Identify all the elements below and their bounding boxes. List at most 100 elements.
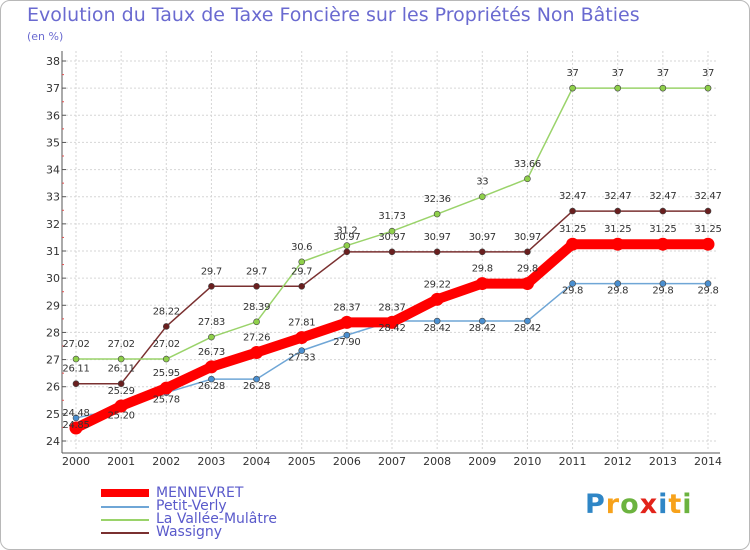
data-label: 29.8: [697, 286, 718, 297]
data-label: 26.28: [198, 381, 225, 392]
data-label: 28.42: [424, 323, 451, 334]
x-tick-label: 2007: [378, 455, 406, 468]
data-label: 26.11: [108, 364, 135, 375]
data-point: [475, 277, 489, 291]
data-point: [433, 210, 441, 218]
data-label: 30.97: [378, 232, 405, 243]
data-point: [659, 280, 667, 287]
data-point: [566, 237, 580, 251]
x-tick-label: 2003: [197, 455, 225, 468]
legend-label: MENNEVRET: [156, 485, 244, 501]
y-tick-label: 27: [46, 354, 60, 367]
legend-label: Wassigny: [156, 524, 223, 540]
data-point: [114, 399, 128, 413]
data-label: 28.37: [378, 302, 405, 313]
data-label: 27.90: [333, 337, 360, 348]
data-label: 27.02: [62, 339, 89, 350]
unit-label: (en %): [27, 30, 64, 43]
data-point: [569, 280, 576, 287]
data-label: 27.83: [198, 317, 225, 328]
data-point: [659, 207, 667, 215]
x-tick-label: 2004: [243, 455, 271, 468]
data-point: [388, 227, 396, 235]
data-label: 31.2: [336, 226, 357, 237]
data-label: 33.66: [514, 159, 541, 170]
data-label: 32.47: [649, 191, 676, 202]
data-label: 37: [612, 68, 624, 79]
data-label: 25.29: [108, 386, 135, 397]
data-point: [159, 381, 173, 395]
data-point: [343, 331, 351, 339]
axes: 24 25 26 27 28 29 30 31 32 33 34 35 36 37 38 2000 2001 20…: [46, 51, 722, 468]
data-label: 26.11: [62, 364, 89, 375]
logo-letter: r: [605, 489, 621, 520]
x-tick-label: 2014: [694, 455, 722, 468]
data-point: [72, 380, 80, 388]
legend-swatch: [101, 519, 149, 521]
data-label: 27.81: [288, 318, 315, 329]
logo-letter: x: [639, 489, 659, 520]
data-point: [704, 207, 712, 215]
x-tick-label: 2009: [468, 455, 496, 468]
data-point: [524, 317, 531, 325]
data-point: [253, 282, 260, 290]
data-point: [208, 282, 215, 290]
data-point: [162, 355, 170, 363]
data-point: [117, 355, 125, 363]
data-point: [659, 84, 667, 92]
data-label: 30.97: [469, 232, 496, 243]
y-tick-label: 28: [46, 326, 60, 339]
y-tick-label: 37: [46, 82, 60, 95]
data-label: 25.95: [153, 368, 180, 379]
data-label: 26.73: [198, 347, 225, 358]
data-label: 27.26: [243, 333, 270, 344]
data-point: [388, 248, 396, 256]
data-point: [478, 248, 486, 256]
y-tick-label: 26: [46, 381, 60, 394]
y-tick-label: 31: [46, 245, 60, 258]
data-label: 27.33: [288, 353, 315, 364]
data-label: 29.7: [246, 266, 267, 277]
data-point: [433, 317, 441, 325]
data-label: 29.8: [562, 286, 583, 297]
legend-swatch: [101, 489, 149, 497]
data-label: 32.36: [424, 194, 451, 205]
data-point: [614, 84, 622, 92]
data-point: [701, 237, 715, 251]
data-label: 29.8: [652, 286, 673, 297]
y-tick-label: 32: [46, 218, 60, 231]
data-label: 27.02: [153, 339, 180, 350]
data-label: 25.78: [153, 395, 180, 406]
data-point: [298, 347, 306, 354]
data-point: [385, 315, 399, 329]
data-label: 29.7: [291, 266, 312, 277]
data-point: [430, 292, 444, 306]
data-point: [343, 248, 351, 256]
logo-letter: o: [620, 489, 640, 520]
y-tick-label: 30: [46, 272, 60, 285]
y-tick-label: 33: [46, 191, 60, 204]
data-point: [569, 84, 576, 92]
data-label: 24.85: [62, 420, 89, 431]
data-label: 24.48: [62, 408, 89, 419]
data-point: [614, 207, 622, 215]
x-tick-label: 2013: [649, 455, 677, 468]
data-label: 28.42: [469, 323, 496, 334]
data-label: 28.42: [514, 323, 541, 334]
data-point: [569, 207, 576, 215]
data-point: [524, 248, 531, 256]
logo-letter: t: [668, 489, 683, 520]
data-point: [520, 277, 534, 291]
data-label: 26.28: [243, 381, 270, 392]
data-point: [204, 360, 218, 374]
data-label: 31.25: [604, 224, 631, 235]
data-point: [524, 175, 531, 183]
data-label: 31.25: [559, 224, 586, 235]
data-point: [253, 375, 260, 383]
data-point: [298, 282, 306, 290]
x-tick-label: 2010: [513, 455, 541, 468]
data-point: [250, 346, 264, 360]
x-tick-label: 2012: [604, 455, 632, 468]
data-labels-layer: 26.11 26.11 28.22 29.7 29.7 29.7 30.97 30.97 30.…: [62, 68, 721, 431]
